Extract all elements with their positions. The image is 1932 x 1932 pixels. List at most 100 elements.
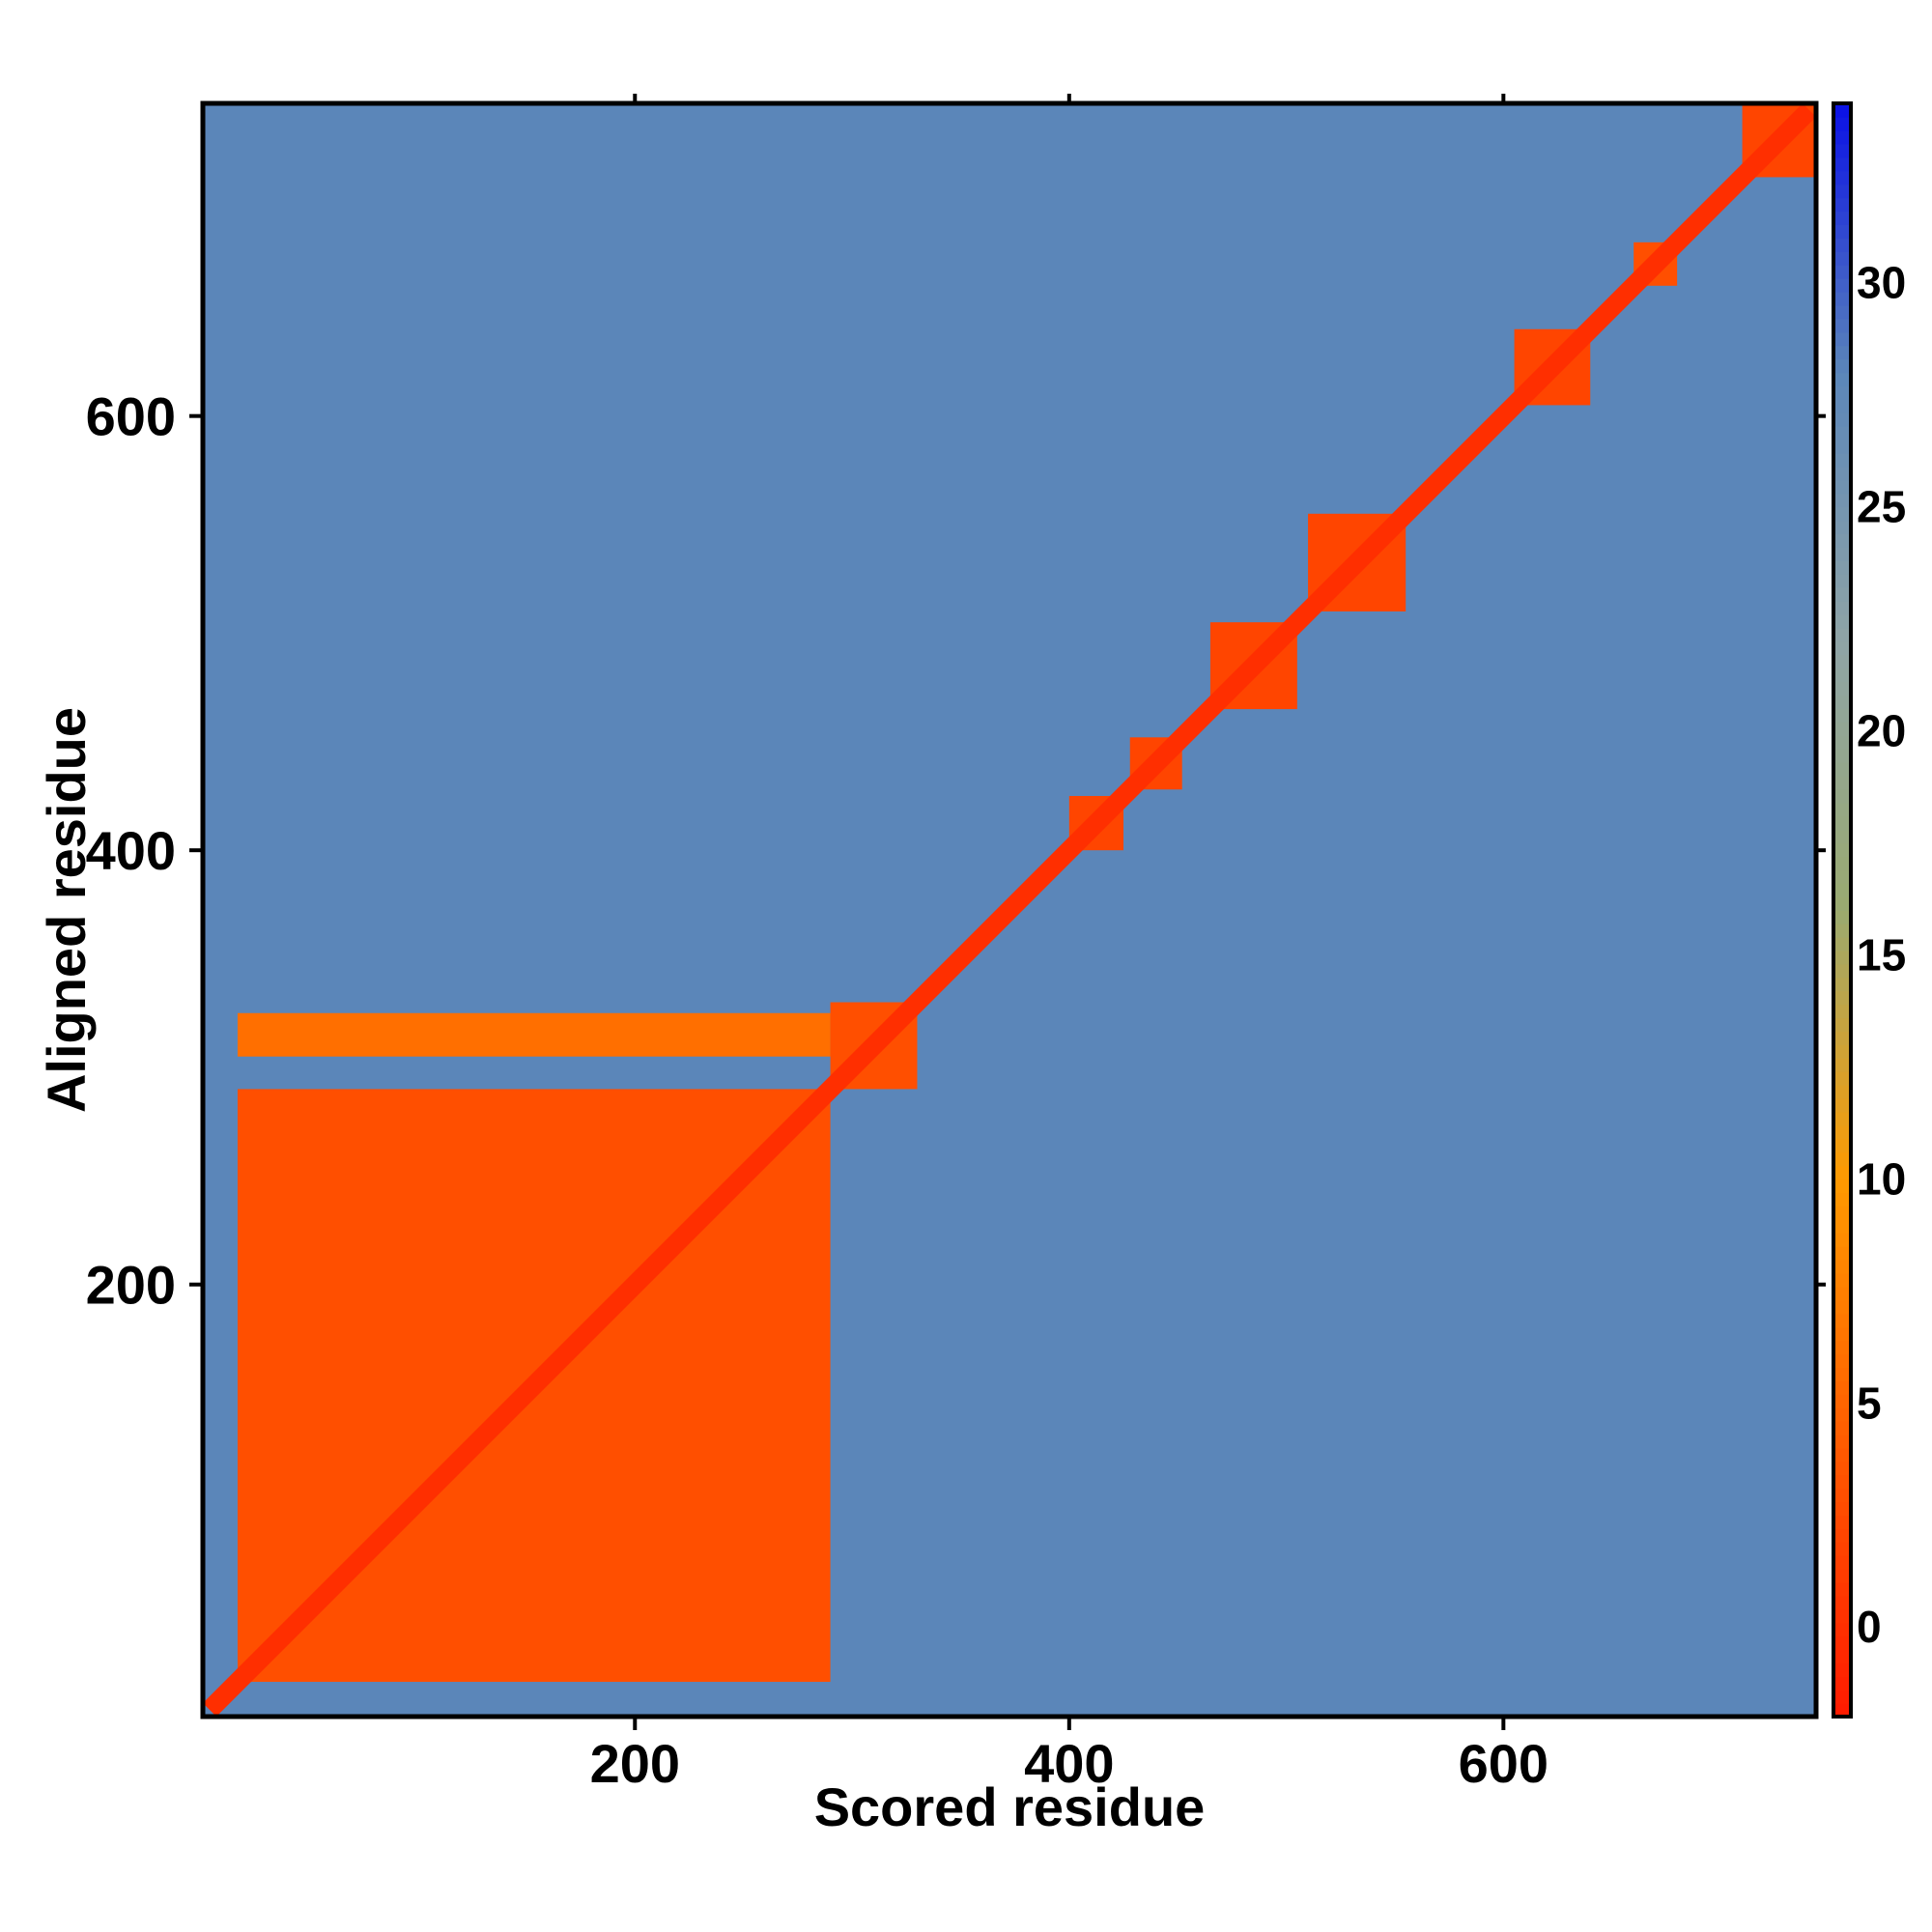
colorbar-segment [1833, 439, 1851, 454]
colorbar-segment [1833, 412, 1851, 427]
colorbar-segment [1833, 1622, 1851, 1637]
colorbar-segment [1833, 547, 1851, 561]
colorbar-segment [1833, 1138, 1851, 1153]
colorbar-segment [1833, 856, 1851, 871]
colorbar-segment [1833, 466, 1851, 481]
colorbar-segment [1833, 896, 1851, 911]
colorbar-segment [1833, 1071, 1851, 1086]
colorbar-segment [1833, 1488, 1851, 1503]
colorbar-segment [1833, 681, 1851, 696]
colorbar-segment [1833, 1259, 1851, 1274]
colorbar: 0 5 10 15 20 25 30 [1832, 101, 1906, 1719]
colorbar-segment [1833, 1420, 1851, 1435]
colorbar-segment [1833, 224, 1851, 239]
colorbar-segment [1833, 1058, 1851, 1072]
colorbar-segment [1833, 1676, 1851, 1690]
colorbar-segment [1833, 990, 1851, 1006]
colorbar-segment [1833, 1004, 1851, 1019]
colorbar-segment [1833, 1555, 1851, 1570]
colorbar-segment [1833, 1044, 1851, 1059]
colorbar-segment [1833, 923, 1851, 938]
colorbar-segment [1833, 1313, 1851, 1328]
y-axis-title: Aligned residue [36, 707, 97, 1113]
x-tick-label: 200 [590, 1733, 680, 1794]
y-tick-label: 400 [86, 820, 176, 881]
colorbar-segment [1833, 1568, 1851, 1583]
colorbar-segment [1833, 1233, 1851, 1247]
colorbar-segment [1833, 1219, 1851, 1234]
colorbar-segment [1833, 869, 1851, 884]
colorbar-segment [1833, 1703, 1851, 1718]
x-axis: 200 400 600 [590, 94, 1548, 1794]
colorbar-segment [1833, 1353, 1851, 1368]
colorbar-segment [1833, 977, 1851, 992]
colorbar-segment [1833, 1608, 1851, 1624]
y-tick-label: 200 [86, 1255, 176, 1316]
colorbar-segment [1833, 1542, 1851, 1556]
colorbar-segment [1833, 479, 1851, 495]
colorbar-segment [1833, 184, 1851, 199]
colorbar-segment [1833, 1031, 1851, 1045]
colorbar-segment [1833, 372, 1851, 387]
colorbar-segment [1833, 345, 1851, 360]
colorbar-segment [1833, 1097, 1851, 1113]
colorbar-segment [1833, 103, 1851, 118]
colorbar-segment [1833, 265, 1851, 279]
colorbar-segment [1833, 238, 1851, 252]
x-tick-label: 400 [1024, 1733, 1114, 1794]
colorbar-segment [1833, 1165, 1851, 1180]
colorbar-segment [1833, 695, 1851, 710]
colorbar-segment [1833, 1272, 1851, 1288]
colorbar-segment [1833, 385, 1851, 400]
colorbar-tick-label: 20 [1857, 705, 1906, 755]
colorbar-segment [1833, 251, 1851, 266]
colorbar-segment [1833, 197, 1851, 213]
colorbar-segment [1833, 587, 1851, 602]
colorbar-segment [1833, 668, 1851, 683]
heatmap-block-1 [237, 1012, 831, 1057]
colorbar-segment [1833, 1447, 1851, 1463]
colorbar-segment [1833, 936, 1851, 952]
colorbar-segment [1833, 722, 1851, 736]
colorbar-segment [1833, 116, 1851, 131]
colorbar-segment [1833, 1635, 1851, 1651]
colorbar-segment [1833, 1406, 1851, 1422]
colorbar-segment [1833, 842, 1851, 858]
colorbar-segment [1833, 520, 1851, 535]
heatmap-diagonal [203, 103, 1816, 1717]
colorbar-segment [1833, 331, 1851, 347]
colorbar-segment [1833, 1192, 1851, 1207]
colorbar-segment [1833, 708, 1851, 723]
colorbar-segment [1833, 1434, 1851, 1449]
colorbar-segment [1833, 304, 1851, 320]
colorbar-segment [1833, 950, 1851, 965]
colorbar-segment [1833, 426, 1851, 440]
colorbar-segment [1833, 574, 1851, 588]
colorbar-segment [1833, 493, 1851, 508]
colorbar-segment [1833, 277, 1851, 293]
y-axis: 200 400 600 [86, 386, 1826, 1316]
colorbar-segment [1833, 1380, 1851, 1395]
colorbar-segment [1833, 1017, 1851, 1033]
colorbar-segment [1833, 829, 1851, 844]
colorbar-segment [1833, 1581, 1851, 1597]
colorbar-segment [1833, 1501, 1851, 1517]
colorbar-segment [1833, 815, 1851, 831]
colorbar-segment [1833, 654, 1851, 669]
colorbar-segment [1833, 560, 1851, 575]
colorbar-segment [1833, 1084, 1851, 1099]
colorbar-segment [1833, 318, 1851, 333]
colorbar-segment [1833, 627, 1851, 642]
colorbar-segment [1833, 1528, 1851, 1543]
colorbar-segment [1833, 1286, 1851, 1301]
colorbar-segment [1833, 143, 1851, 158]
colorbar-segment [1833, 170, 1851, 185]
colorbar-segment [1833, 1367, 1851, 1381]
colorbar-segment [1833, 129, 1851, 145]
y-tick-label: 600 [86, 386, 176, 447]
colorbar-segment [1833, 1595, 1851, 1610]
colorbar-segment [1833, 533, 1851, 549]
colorbar-segment [1833, 775, 1851, 790]
colorbar-segment [1833, 761, 1851, 777]
